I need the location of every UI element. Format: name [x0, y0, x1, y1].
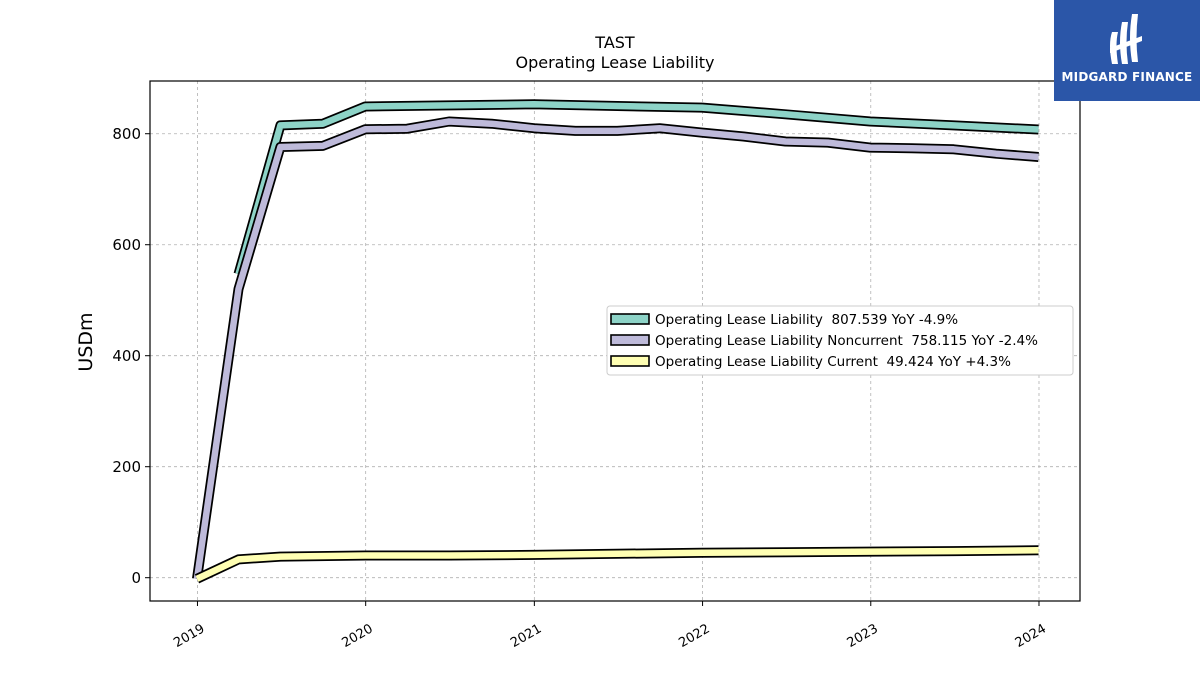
legend: Operating Lease Liability 807.539 YoY -4… [606, 305, 1074, 376]
series-stroke [235, 101, 1039, 275]
series-3-line [194, 545, 1039, 584]
x-tick-label: 2020 [340, 621, 376, 651]
x-tick-label: 2021 [508, 621, 544, 651]
chart-subtitle: Operating Lease Liability [515, 53, 714, 72]
y-axis: 0 200 400 600 800 [112, 125, 150, 587]
legend-frame [606, 305, 1074, 376]
y-tick-label: 0 [131, 569, 141, 587]
x-tick-label: 2019 [171, 621, 207, 651]
y-tick-label: 200 [112, 458, 141, 476]
legend-label: Operating Lease Liability Noncurrent 758… [655, 333, 1038, 349]
legend-label: Operating Lease Liability Current 49.424… [655, 354, 1011, 370]
legend-swatch [610, 355, 650, 367]
legend-swatch [610, 313, 650, 325]
grid [150, 81, 1080, 601]
midgard-logo-icon [1110, 14, 1142, 64]
legend-label: Operating Lease Liability 807.539 YoY -4… [655, 312, 958, 328]
x-tick-label: 2022 [676, 621, 712, 651]
series-stroke [195, 547, 1039, 582]
series-stroke [193, 118, 1039, 580]
x-tick-label: 2023 [845, 621, 881, 651]
x-axis: 2019 2020 2021 2022 2023 2024 [171, 601, 1049, 651]
x-tick-label: 2024 [1013, 621, 1049, 651]
brand-name: MIDGARD FINANCE [1061, 70, 1193, 84]
y-tick-label: 600 [112, 236, 141, 254]
series-1-line [233, 99, 1039, 276]
y-tick-label: 400 [112, 347, 141, 365]
y-tick-label: 800 [112, 125, 141, 143]
plot-frame [149, 80, 1081, 602]
brand-logo: MIDGARD FINANCE [1054, 0, 1200, 101]
series-group [192, 99, 1039, 584]
y-axis-label: USDm [75, 312, 97, 371]
series-2-line [192, 116, 1039, 580]
chart-title: TAST [594, 33, 635, 52]
legend-swatch [610, 334, 650, 346]
